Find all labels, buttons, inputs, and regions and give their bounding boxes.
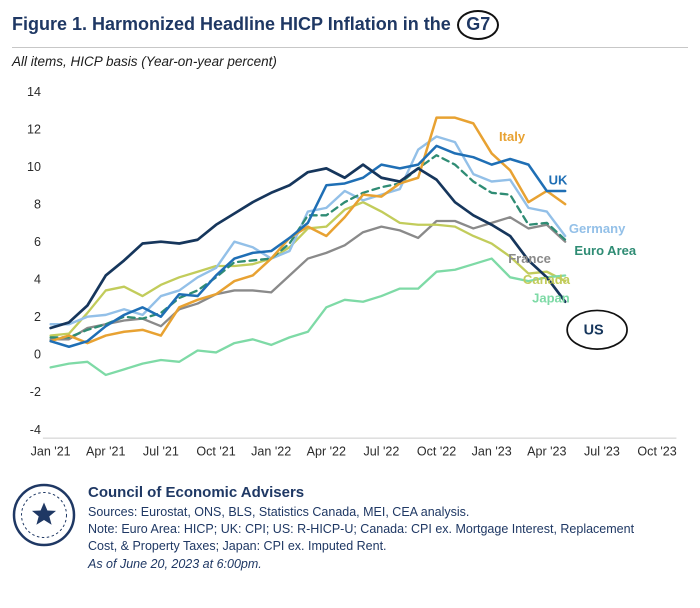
- x-tick-label: Jan '21: [31, 444, 71, 458]
- y-tick-label: 2: [34, 310, 41, 324]
- y-tick-label: -4: [30, 423, 41, 437]
- y-tick-label: 0: [34, 348, 41, 362]
- series-label-canada: Canada: [523, 272, 571, 287]
- seal-star-emblem: [31, 502, 56, 525]
- footer: Council of Economic Advisers Sources: Eu…: [12, 483, 688, 571]
- cea-seal-logo: [12, 483, 76, 547]
- series-label-germany: Germany: [569, 221, 626, 236]
- x-tick-label: Jan '22: [251, 444, 291, 458]
- series-line-italy: [49, 116, 567, 345]
- title-divider: [12, 47, 688, 48]
- figure-title: Figure 1. Harmonized Headline HICP Infla…: [12, 10, 688, 40]
- footer-text-block: Council of Economic Advisers Sources: Eu…: [88, 483, 663, 571]
- series-line-germany: [49, 135, 567, 326]
- x-tick-label: Apr '21: [86, 444, 125, 458]
- series-label-uk: UK: [549, 172, 568, 187]
- org-name: Council of Economic Advisers: [88, 484, 305, 501]
- series-line-japan: [49, 257, 567, 377]
- x-tick-label: Jul '21: [143, 444, 179, 458]
- as-of-line: As of June 20, 2023 at 6:00pm.: [88, 556, 262, 571]
- y-tick-label: 12: [27, 122, 41, 136]
- series-line-france: [49, 216, 567, 341]
- series-line-canada: [49, 201, 567, 337]
- y-tick-label: 6: [34, 235, 41, 249]
- series-label-japan: Japan: [532, 291, 570, 306]
- us-circle-annotation: [566, 309, 628, 350]
- note-line: Note: Euro Area: HICP; UK: CPI; US: R-HI…: [88, 521, 635, 553]
- y-tick-label: 8: [34, 197, 41, 211]
- seal-inner-ring: [21, 492, 67, 538]
- series-line-euro_area: [49, 154, 567, 339]
- series-line-uk: [49, 144, 567, 349]
- figure-title-text: Figure 1. Harmonized Headline HICP Infla…: [12, 14, 451, 34]
- y-tick-label: 14: [27, 85, 41, 99]
- x-tick-label: Jul '22: [363, 444, 399, 458]
- x-tick-label: Apr '23: [527, 444, 566, 458]
- series-label-euro_area: Euro Area: [574, 243, 636, 258]
- y-tick-label: -2: [30, 385, 41, 399]
- x-tick-label: Apr '22: [307, 444, 346, 458]
- sources-line: Sources: Eurostat, ONS, BLS, Statistics …: [88, 505, 470, 519]
- series-label-france: France: [508, 251, 551, 266]
- y-tick-label: 4: [34, 273, 41, 287]
- x-tick-label: Oct '21: [196, 444, 235, 458]
- x-tick-label: Jul '23: [584, 444, 620, 458]
- g7-circled-annotation: G7: [457, 10, 500, 40]
- figure-subtitle: All items, HICP basis (Year-on-year perc…: [12, 54, 277, 69]
- x-tick-label: Oct '22: [417, 444, 456, 458]
- x-tick-label: Jan '23: [472, 444, 512, 458]
- series-label-italy: Italy: [499, 129, 526, 144]
- x-tick-label: Oct '23: [637, 444, 676, 458]
- y-tick-label: 10: [27, 160, 41, 174]
- series-line-us: [49, 163, 567, 330]
- inflation-line-chart: 14 12 10 8 6 4 2 0 -2 -4 Jan '21 Apr '21 Jul '21 Oct …: [27, 85, 677, 459]
- series-label-us: US: [584, 323, 604, 339]
